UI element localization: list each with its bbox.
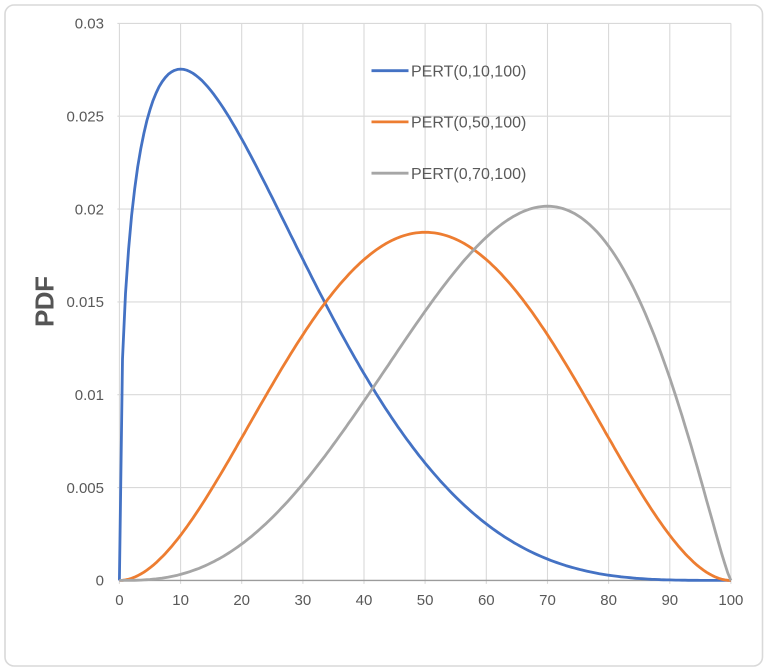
svg-text:0: 0	[96, 573, 104, 590]
svg-text:0.02: 0.02	[75, 201, 104, 218]
svg-text:0: 0	[115, 592, 123, 609]
svg-text:30: 30	[295, 592, 312, 609]
svg-text:20: 20	[233, 592, 250, 609]
svg-text:70: 70	[539, 592, 556, 609]
svg-text:0.03: 0.03	[75, 16, 104, 33]
svg-text:40: 40	[356, 592, 373, 609]
svg-text:100: 100	[718, 592, 743, 609]
svg-text:10: 10	[172, 592, 189, 609]
svg-text:80: 80	[600, 592, 617, 609]
svg-text:PERT(0,70,100): PERT(0,70,100)	[411, 166, 526, 183]
svg-text:0.025: 0.025	[66, 108, 104, 125]
svg-text:0.015: 0.015	[66, 294, 104, 311]
svg-text:60: 60	[478, 592, 495, 609]
svg-text:PERT(0,10,100): PERT(0,10,100)	[411, 63, 526, 80]
svg-text:PERT(0,50,100): PERT(0,50,100)	[411, 115, 526, 132]
svg-text:0.005: 0.005	[66, 480, 104, 497]
svg-text:PDF: PDF	[30, 277, 60, 328]
svg-text:50: 50	[417, 592, 434, 609]
svg-text:0.01: 0.01	[75, 387, 104, 404]
svg-text:90: 90	[661, 592, 678, 609]
